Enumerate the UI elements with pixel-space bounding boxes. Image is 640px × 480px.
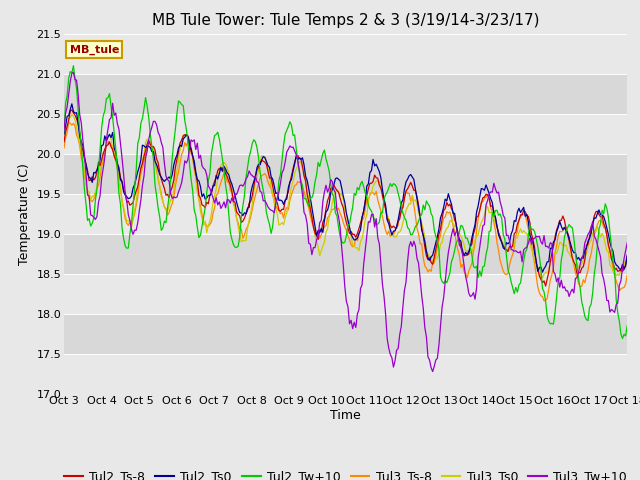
Bar [64,114,627,154]
Bar [64,234,627,274]
Text: MB_tule: MB_tule [70,44,119,55]
Bar [64,274,627,313]
Bar [64,193,627,234]
Bar [64,313,627,354]
X-axis label: Time: Time [330,409,361,422]
Bar [64,34,627,73]
Bar [64,354,627,394]
Bar [64,154,627,193]
Legend: Tul2_Ts-8, Tul2_Ts0, Tul2_Tw+10, Tul3_Ts-8, Tul3_Ts0, Tul3_Tw+10: Tul2_Ts-8, Tul2_Ts0, Tul2_Tw+10, Tul3_Ts… [60,465,632,480]
Y-axis label: Temperature (C): Temperature (C) [18,163,31,264]
Title: MB Tule Tower: Tule Temps 2 & 3 (3/19/14-3/23/17): MB Tule Tower: Tule Temps 2 & 3 (3/19/14… [152,13,540,28]
Bar [64,73,627,114]
